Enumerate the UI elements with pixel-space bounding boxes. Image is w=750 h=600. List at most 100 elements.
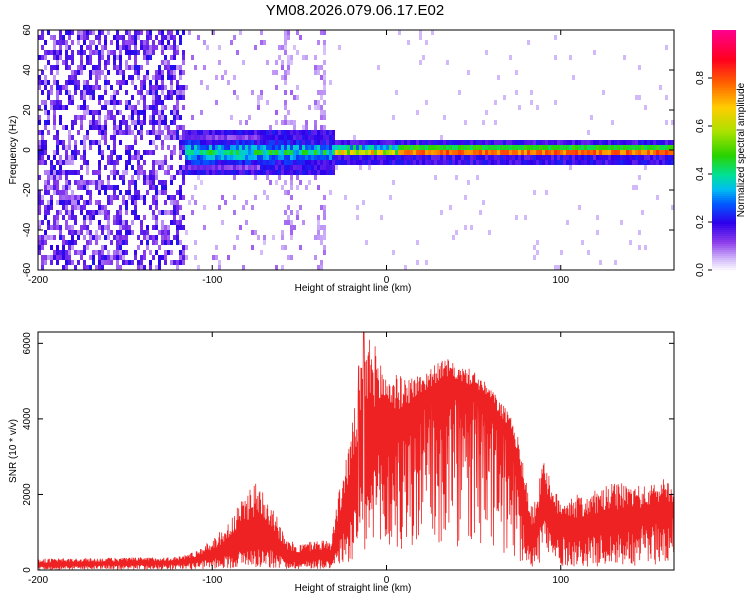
heatmap-cell [476,175,479,180]
heatmap-cell [152,170,155,175]
colorbar-band [712,240,736,243]
heatmap-cell [251,150,254,155]
colorbar-band [712,194,736,197]
heatmap-cell [509,55,512,60]
heatmap-cell [41,235,44,240]
heatmap-cell [521,150,524,155]
heatmap-cell [581,160,584,165]
heatmap-cell [431,160,434,165]
heatmap-cell [425,260,428,265]
heatmap-cell [89,200,92,205]
heatmap-cell [314,130,317,135]
heatmap-cell [95,85,98,90]
heatmap-cell [128,115,131,120]
heatmap-cell [134,35,137,40]
heatmap-cell [299,135,302,140]
heatmap-cell [266,155,269,160]
heatmap-cell [164,210,167,215]
heatmap-cell [227,255,230,260]
heatmap-cell [98,260,101,265]
heatmap-cell [338,160,341,165]
heatmap-cell [560,145,563,150]
heatmap-cell [56,225,59,230]
heatmap-cell [53,80,56,85]
heatmap-cell [374,150,377,155]
colorbar-band [712,170,736,173]
colorbar-band [712,132,736,135]
heatmap-cell [101,105,104,110]
heatmap-cell [116,130,119,135]
heatmap-cell [356,140,359,145]
heatmap-cell [224,70,227,75]
heatmap-cell [185,230,188,235]
heatmap-cell [446,160,449,165]
heatmap-cell [272,145,275,150]
colorbar-band [712,162,736,165]
heatmap-cell [488,150,491,155]
heatmap-cell [338,45,341,50]
heatmap-cell [551,150,554,155]
heatmap-cell [62,215,65,220]
heatmap-cell [191,130,194,135]
heatmap-cell [53,100,56,105]
colorbar-band [712,120,736,123]
heatmap-cell [125,235,128,240]
heatmap-cell [77,80,80,85]
heatmap-cell [98,265,101,270]
heatmap-cell [638,175,641,180]
heatmap-cell [140,195,143,200]
heatmap-cell [80,225,83,230]
heatmap-cell [266,170,269,175]
heatmap-cell [323,130,326,135]
heatmap-cell [80,70,83,75]
heatmap-cell [602,155,605,160]
heatmap-cell [68,215,71,220]
heatmap-cell [290,220,293,225]
heatmap-cell [38,240,41,245]
colorbar-band [712,30,736,33]
heatmap-cell [149,235,152,240]
heatmap-cell [338,150,341,155]
heatmap-cell [212,165,215,170]
colorbar-band [712,100,736,103]
heatmap-cell [152,225,155,230]
heatmap-cell [443,145,446,150]
heatmap-cell [629,240,632,245]
heatmap-cell [398,160,401,165]
heatmap-cell [167,90,170,95]
heatmap-cell [104,205,107,210]
heatmap-cell [257,130,260,135]
heatmap-cell [323,110,326,115]
heatmap-cell [305,185,308,190]
heatmap-cell [566,160,569,165]
heatmap-cell [527,160,530,165]
heatmap-cell [107,55,110,60]
heatmap-cell [128,130,131,135]
heatmap-cell [161,45,164,50]
heatmap-cell [533,145,536,150]
heatmap-cell [569,160,572,165]
heatmap-cell [104,60,107,65]
heatmap-cell [83,250,86,255]
heatmap-cell [563,160,566,165]
heatmap-cell [218,60,221,65]
heatmap-cell [128,225,131,230]
heatmap-cell [308,105,311,110]
heatmap-cell [581,140,584,145]
heatmap-cell [125,45,128,50]
heatmap-cell [587,250,590,255]
colorbar-band [712,204,736,207]
heatmap-cell [143,250,146,255]
heatmap-cell [659,155,662,160]
heatmap-cell [155,110,158,115]
heatmap-cell [293,165,296,170]
heatmap-cell [419,60,422,65]
heatmap-cell [179,90,182,95]
heatmap-cell [44,40,47,45]
heatmap-cell [155,170,158,175]
heatmap-cell [143,235,146,240]
heatmap-cell [659,140,662,145]
heatmap-cell [95,265,98,270]
heatmap-cell [245,120,248,125]
heatmap-cell [218,45,221,50]
